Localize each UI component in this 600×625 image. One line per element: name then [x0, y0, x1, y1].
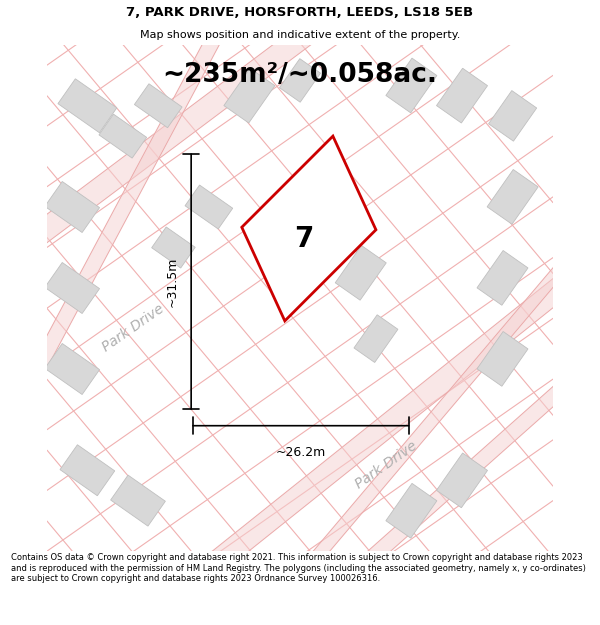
Text: 7: 7: [294, 224, 313, 253]
Polygon shape: [295, 243, 583, 581]
Polygon shape: [280, 59, 320, 102]
Polygon shape: [346, 368, 583, 582]
Polygon shape: [354, 315, 398, 362]
Polygon shape: [45, 262, 100, 314]
Polygon shape: [386, 58, 437, 113]
Polygon shape: [224, 68, 275, 123]
Polygon shape: [191, 264, 586, 586]
Polygon shape: [58, 79, 117, 132]
Polygon shape: [436, 453, 488, 508]
Text: 7, PARK DRIVE, HORSFORTH, LEEDS, LS18 5EB: 7, PARK DRIVE, HORSFORTH, LEEDS, LS18 5E…: [127, 6, 473, 19]
Polygon shape: [60, 445, 115, 496]
Text: Contains OS data © Crown copyright and database right 2021. This information is : Contains OS data © Crown copyright and d…: [11, 554, 586, 583]
Polygon shape: [477, 331, 528, 386]
Text: Park Drive: Park Drive: [100, 302, 166, 355]
Polygon shape: [15, 16, 231, 403]
Polygon shape: [386, 483, 437, 538]
Polygon shape: [477, 251, 528, 305]
Polygon shape: [15, 11, 332, 257]
Polygon shape: [487, 169, 538, 224]
Polygon shape: [242, 136, 376, 321]
Text: Map shows position and indicative extent of the property.: Map shows position and indicative extent…: [140, 30, 460, 40]
Polygon shape: [436, 68, 488, 123]
Text: ~235m²/~0.058ac.: ~235m²/~0.058ac.: [163, 62, 437, 88]
Polygon shape: [185, 185, 233, 229]
Text: ~31.5m: ~31.5m: [166, 256, 179, 307]
Polygon shape: [335, 246, 386, 300]
Polygon shape: [110, 475, 166, 526]
Text: Park Drive: Park Drive: [353, 439, 419, 492]
Polygon shape: [45, 344, 100, 394]
Text: ~26.2m: ~26.2m: [275, 446, 326, 459]
Polygon shape: [134, 84, 182, 127]
Polygon shape: [152, 227, 195, 268]
Polygon shape: [488, 91, 536, 141]
Polygon shape: [99, 114, 146, 158]
Polygon shape: [45, 181, 100, 232]
